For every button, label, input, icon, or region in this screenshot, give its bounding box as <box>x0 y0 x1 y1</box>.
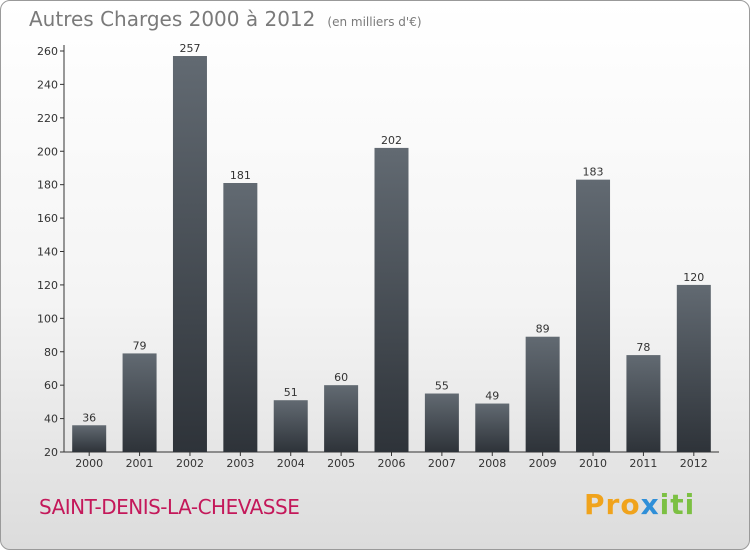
data-label: 120 <box>683 271 704 284</box>
bar <box>374 147 409 453</box>
bar <box>223 182 258 452</box>
x-tick-label: 2004 <box>277 457 305 470</box>
city-name: SAINT-DENIS-LA-CHEVASSE <box>39 495 300 519</box>
data-label: 78 <box>636 341 650 354</box>
y-tick-label: 100 <box>37 312 58 325</box>
data-label: 181 <box>230 169 251 182</box>
bar <box>475 403 510 452</box>
data-label: 89 <box>536 323 550 336</box>
bar <box>525 336 560 452</box>
x-tick-label: 2002 <box>176 457 204 470</box>
x-tick-label: 2001 <box>126 457 154 470</box>
bar <box>576 179 611 452</box>
y-tick-label: 200 <box>37 145 58 158</box>
title-text: Autres Charges 2000 à 2012 <box>29 7 316 31</box>
bar <box>72 425 107 452</box>
x-tick-label: 2007 <box>428 457 456 470</box>
x-tick-label: 2012 <box>680 457 708 470</box>
y-tick-label: 260 <box>37 45 58 58</box>
x-tick-label: 2011 <box>629 457 657 470</box>
bar <box>424 393 459 452</box>
y-tick-label: 80 <box>44 346 58 359</box>
data-label: 183 <box>583 166 604 179</box>
x-tick-label: 2005 <box>327 457 355 470</box>
x-tick-label: 2006 <box>378 457 406 470</box>
y-tick-label: 160 <box>37 212 58 225</box>
logo-part-3: iti <box>659 488 696 521</box>
x-tick-label: 2008 <box>478 457 506 470</box>
data-label: 60 <box>334 371 348 384</box>
data-label: 79 <box>133 339 147 352</box>
x-tick-label: 2000 <box>75 457 103 470</box>
data-label: 51 <box>284 386 298 399</box>
y-tick-label: 240 <box>37 78 58 91</box>
bar <box>324 385 359 452</box>
logo-part-2: x <box>640 488 660 521</box>
y-tick-label: 20 <box>44 446 58 459</box>
y-tick-label: 140 <box>37 246 58 259</box>
x-tick-label: 2009 <box>529 457 557 470</box>
y-tick-label: 220 <box>37 112 58 125</box>
chart-title: Autres Charges 2000 à 2012 (en milliers d… <box>29 7 422 31</box>
data-label: 55 <box>435 380 449 393</box>
bar <box>172 56 207 452</box>
data-label: 49 <box>485 390 499 403</box>
data-label: 202 <box>381 134 402 147</box>
y-tick-label: 120 <box>37 279 58 292</box>
bar <box>273 400 308 452</box>
unit-label: (en milliers d'€) <box>327 15 422 29</box>
y-tick-label: 40 <box>44 413 58 426</box>
logo-part-1: Pro <box>584 488 641 521</box>
proxiti-logo: Proxiti <box>584 488 695 521</box>
bar <box>676 284 711 452</box>
bar <box>122 353 157 452</box>
data-label: 257 <box>179 42 200 55</box>
bar <box>626 355 661 452</box>
data-label: 36 <box>82 411 96 424</box>
y-tick-label: 60 <box>44 379 58 392</box>
x-tick-label: 2003 <box>226 457 254 470</box>
y-tick-label: 180 <box>37 179 58 192</box>
x-tick-label: 2010 <box>579 457 607 470</box>
